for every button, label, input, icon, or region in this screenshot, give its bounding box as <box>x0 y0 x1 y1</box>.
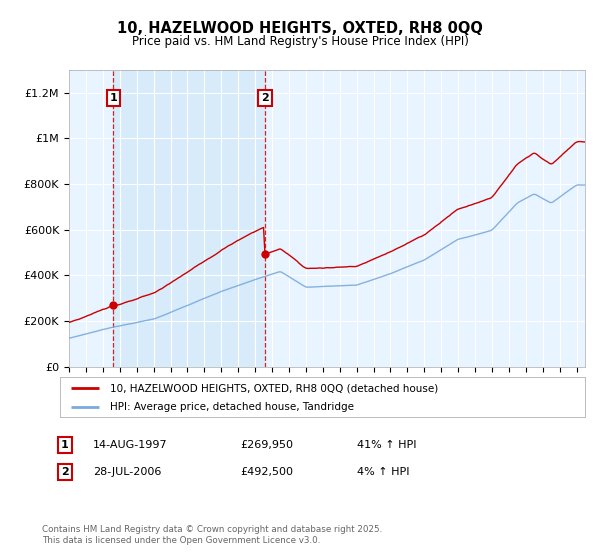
Text: Contains HM Land Registry data © Crown copyright and database right 2025.
This d: Contains HM Land Registry data © Crown c… <box>42 525 382 545</box>
Text: 14-AUG-1997: 14-AUG-1997 <box>93 440 167 450</box>
Text: 2: 2 <box>261 93 269 103</box>
Text: 28-JUL-2006: 28-JUL-2006 <box>93 467 161 477</box>
Text: 41% ↑ HPI: 41% ↑ HPI <box>357 440 416 450</box>
Text: 10, HAZELWOOD HEIGHTS, OXTED, RH8 0QQ: 10, HAZELWOOD HEIGHTS, OXTED, RH8 0QQ <box>117 21 483 36</box>
Text: 2: 2 <box>61 467 68 477</box>
Text: HPI: Average price, detached house, Tandridge: HPI: Average price, detached house, Tand… <box>110 402 354 412</box>
Text: 10, HAZELWOOD HEIGHTS, OXTED, RH8 0QQ (detached house): 10, HAZELWOOD HEIGHTS, OXTED, RH8 0QQ (d… <box>110 383 438 393</box>
Text: 4% ↑ HPI: 4% ↑ HPI <box>357 467 409 477</box>
Text: Price paid vs. HM Land Registry's House Price Index (HPI): Price paid vs. HM Land Registry's House … <box>131 35 469 48</box>
Text: 1: 1 <box>61 440 68 450</box>
Text: £492,500: £492,500 <box>240 467 293 477</box>
Text: 1: 1 <box>110 93 117 103</box>
Bar <box>113 70 265 367</box>
Text: £269,950: £269,950 <box>240 440 293 450</box>
